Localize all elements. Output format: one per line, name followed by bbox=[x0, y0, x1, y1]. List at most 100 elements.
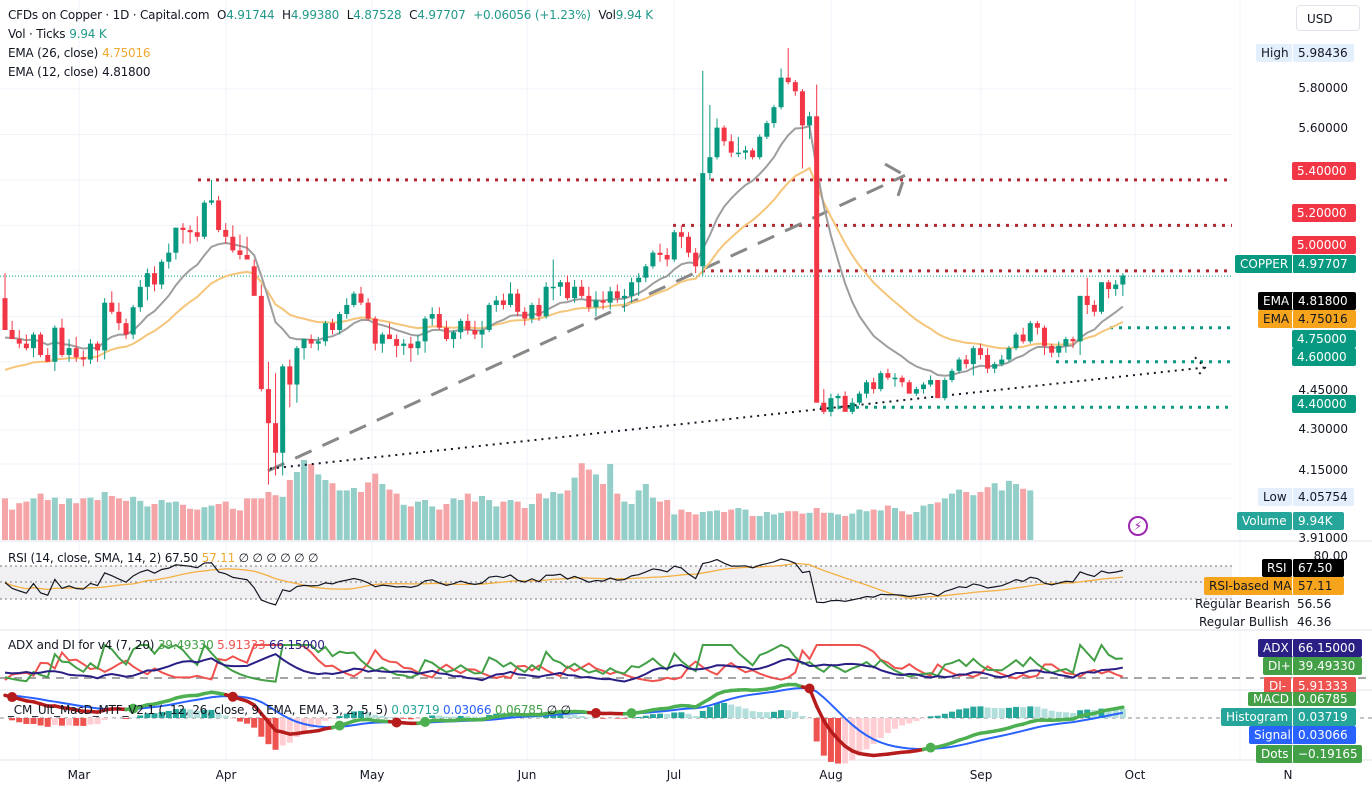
macd-cross-dot bbox=[7, 692, 18, 703]
macd-cross-dot bbox=[925, 742, 936, 753]
macd-histogram-bar bbox=[407, 718, 414, 720]
candle-body bbox=[842, 395, 848, 412]
volume-bar bbox=[963, 492, 970, 540]
macd-line-segment bbox=[822, 718, 833, 734]
level-tag-5-40[interactable]: 5.40000 bbox=[1292, 162, 1356, 180]
macd-histogram-bar bbox=[1077, 710, 1084, 718]
candle-body bbox=[159, 261, 165, 285]
currency-button[interactable]: USD bbox=[1296, 5, 1360, 31]
macd-histogram-bar bbox=[151, 713, 158, 718]
rsi-ma-line bbox=[4, 562, 1123, 599]
volume-bar bbox=[571, 477, 578, 540]
volume-bar bbox=[671, 514, 678, 540]
ema26-legend-label: EMA (26, close) bbox=[8, 46, 99, 60]
candle-body bbox=[194, 232, 200, 237]
candle-body bbox=[265, 389, 271, 424]
macd-histogram-bar bbox=[9, 718, 16, 721]
macd-legend[interactable]: _CM_Ult_MacD_MTF_V2.1 (, 12, 26, close, … bbox=[8, 703, 571, 717]
candle-body bbox=[1034, 323, 1040, 328]
macd-histogram-bar bbox=[329, 718, 336, 719]
macd-histogram-bar bbox=[913, 718, 920, 722]
volume-bar bbox=[827, 512, 834, 540]
macd-histogram-bar bbox=[1048, 710, 1055, 718]
candle-body bbox=[693, 252, 699, 267]
candle-body bbox=[636, 277, 642, 283]
macd-histogram-bar bbox=[443, 716, 450, 718]
candle-body bbox=[394, 339, 400, 346]
level-tag-5-20[interactable]: 5.20000 bbox=[1292, 204, 1356, 222]
volume-bar bbox=[521, 508, 528, 540]
candle-body bbox=[928, 379, 934, 385]
macd-histogram-bar bbox=[621, 718, 628, 719]
macd-histogram-bar bbox=[87, 718, 94, 725]
macd-histogram-bar bbox=[557, 713, 564, 718]
macd-histogram-bar bbox=[635, 716, 642, 718]
candle-body bbox=[792, 82, 798, 92]
price-tick: 4.45000 bbox=[1298, 383, 1348, 397]
macd-histogram-bar bbox=[564, 714, 571, 718]
regular-bearish-label: Regular Bearish bbox=[1195, 597, 1290, 611]
volume-bar bbox=[2, 498, 8, 540]
volume-bar bbox=[151, 504, 158, 540]
ema12-legend[interactable]: EMA (12, close) 4.81800 bbox=[8, 63, 154, 82]
candle-body bbox=[522, 311, 528, 319]
ema26-legend[interactable]: EMA (26, close) 4.75016 bbox=[8, 44, 154, 63]
candle-body bbox=[208, 200, 214, 203]
level-tag-5-00[interactable]: 5.00000 bbox=[1292, 236, 1356, 254]
level-tag-4-75[interactable]: 4.75000 bbox=[1292, 330, 1356, 348]
volume-bar bbox=[265, 492, 272, 540]
copper-symbol-tag: COPPER bbox=[1235, 255, 1294, 273]
volume-legend[interactable]: Vol · Ticks 9.94 K bbox=[8, 25, 111, 44]
macd-histogram-bar bbox=[1034, 706, 1041, 718]
volume-bar bbox=[607, 464, 614, 540]
volume-bar bbox=[429, 506, 436, 540]
volume-bar bbox=[479, 496, 486, 540]
level-tag-4-40[interactable]: 4.40000 bbox=[1292, 395, 1356, 413]
macd-histogram-bar bbox=[763, 712, 770, 718]
histogram-axis-label: Histogram bbox=[1221, 708, 1294, 726]
macd-cross-dot bbox=[128, 703, 139, 714]
volume-bar bbox=[721, 512, 728, 540]
ema26-axis-label: EMA bbox=[1258, 310, 1295, 328]
candle-body bbox=[650, 252, 656, 267]
candle-body bbox=[942, 379, 948, 399]
level-tag-4-60[interactable]: 4.60000 bbox=[1292, 348, 1356, 366]
di-minus-axis-label: DI- bbox=[1264, 677, 1292, 695]
candle-body bbox=[985, 354, 991, 369]
candle-body bbox=[600, 300, 606, 303]
rsi-legend[interactable]: RSI (14, close, SMA, 14, 2) 67.50 57.11 … bbox=[8, 551, 318, 565]
candle-body bbox=[287, 366, 293, 385]
volume-bar bbox=[657, 501, 664, 540]
adx-di-plus-value: 39.49330 bbox=[157, 638, 214, 652]
volume-bar bbox=[422, 500, 429, 540]
volume-bar bbox=[621, 501, 628, 540]
candle-body bbox=[714, 127, 720, 158]
candle-body bbox=[1056, 345, 1062, 353]
macd-histogram-bar bbox=[742, 708, 749, 718]
macd-histogram-bar bbox=[977, 706, 984, 718]
macd-histogram-bar bbox=[785, 710, 792, 718]
macd-histogram-bar bbox=[863, 718, 870, 750]
volume-bar bbox=[998, 490, 1005, 540]
volume-bar bbox=[87, 497, 94, 540]
volume-bar bbox=[635, 490, 642, 540]
macd-histogram-bar bbox=[51, 718, 58, 725]
candle-body bbox=[180, 227, 186, 230]
macd-histogram-bar bbox=[365, 712, 372, 718]
candle-body bbox=[80, 357, 86, 360]
candle-body bbox=[73, 348, 79, 358]
macd-histogram-bar bbox=[749, 711, 756, 718]
time-tick-jun: Jun bbox=[517, 768, 537, 782]
adx-legend[interactable]: ADX and DI for v4 (7, 20) 39.49330 5.913… bbox=[8, 638, 325, 652]
candle-body bbox=[906, 382, 912, 394]
lightning-icon[interactable]: ⚡ bbox=[1128, 516, 1148, 536]
candle-body bbox=[152, 273, 158, 285]
macd-histogram-bar bbox=[1027, 706, 1034, 718]
candle-body bbox=[835, 395, 841, 399]
macd-histogram-bar bbox=[649, 714, 656, 718]
candle-body bbox=[258, 295, 264, 390]
volume-bar bbox=[813, 508, 820, 540]
volume-bar bbox=[550, 492, 557, 540]
adx-value: 66.15000 bbox=[269, 638, 325, 652]
